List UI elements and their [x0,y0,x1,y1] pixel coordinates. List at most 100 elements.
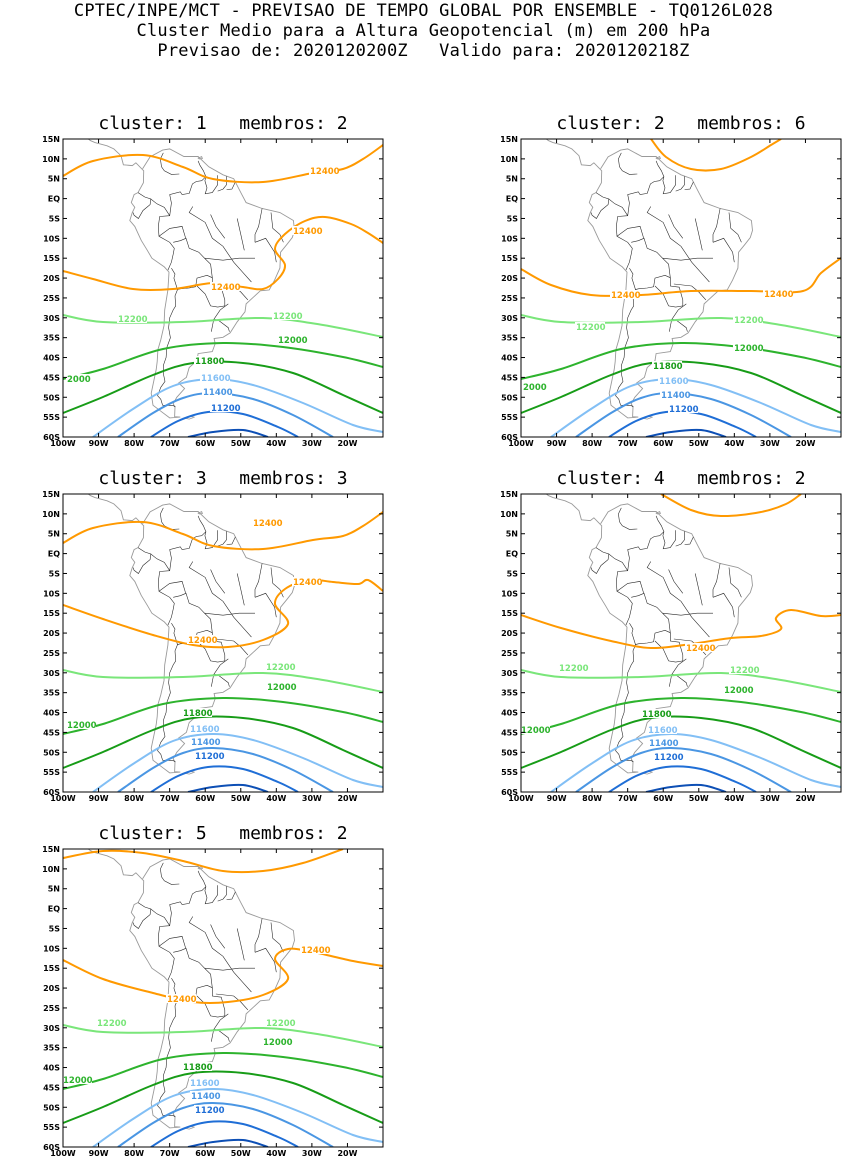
country-border [712,208,721,243]
lat-label: 10N [42,155,60,164]
country-border [684,181,694,190]
header-line-3: Previsao de: 2020120200Z Valido para: 20… [157,41,690,61]
country-border [615,644,636,763]
contour-line [521,669,841,693]
lon-label: 80W [124,439,144,448]
lat-label: 50S [501,748,518,757]
country-border [254,208,263,243]
lat-label: 10S [43,589,60,598]
contour-line [63,578,383,649]
country-border [254,592,277,618]
contour-line [608,765,757,792]
panel-title: cluster: 4 membros: 2 [556,468,806,489]
lat-label: 15N [500,135,518,144]
country-border [217,886,227,902]
lat-label: 25S [501,294,518,303]
contour-label: 11400 [203,388,233,398]
lat-label: 15S [43,609,60,618]
country-border [132,192,152,219]
lat-label: 25S [43,1004,60,1013]
panel-title: cluster: 3 membros: 3 [98,468,348,489]
coastline [545,494,753,774]
country-border [132,547,152,574]
contour-label: 2000 [67,375,91,385]
lat-label: 45S [43,1083,60,1092]
contour-line [645,428,727,437]
lat-label: 35S [43,1044,60,1053]
lat-label: 15S [501,609,518,618]
contour-label: 11600 [190,1079,220,1089]
contour-label: 11200 [654,753,684,763]
contour-line [63,341,383,380]
lon-label: 60W [195,1149,215,1157]
lat-label: 15N [42,135,60,144]
contour-label: 11400 [649,739,679,749]
lon-label: 90W [547,794,567,803]
lon-label: 80W [582,794,602,803]
lon-label: 20W [795,794,815,803]
country-border [608,198,628,216]
contour-label: 12000 [263,1038,293,1048]
contour-line [521,696,841,735]
lat-label: 45S [43,373,60,382]
country-border [158,936,186,949]
lat-label: 25S [501,649,518,658]
country-border [270,567,284,598]
lon-label: 60W [653,794,673,803]
contour-label: 11800 [653,362,683,372]
contour-label: 12200 [734,316,764,326]
map-frame [520,493,842,793]
lat-label: 30S [43,1024,60,1033]
lon-label: 100W [508,794,534,803]
lat-label: 40S [43,1064,60,1073]
contour-label: 11400 [191,1092,221,1102]
country-border [157,289,178,408]
contour-line [63,1051,383,1090]
contour-label: 11600 [201,374,231,384]
lat-label: 5S [507,214,519,223]
country-border [236,928,245,961]
country-border [196,987,226,1018]
lat-label: EQ [506,550,518,559]
lat-label: 50S [43,748,60,757]
lon-label: 30W [760,439,780,448]
lat-label: 60S [501,788,518,797]
country-border [662,612,713,616]
panel-title: cluster: 2 membros: 6 [556,113,806,134]
country-border [150,908,170,926]
lon-label: 70W [160,1149,180,1157]
country-border [668,569,684,594]
country-border [215,638,249,656]
country-border [150,198,170,216]
contour-line [63,314,383,338]
country-border [654,277,684,308]
contour-label: 12200 [266,1019,296,1029]
lat-label: 10S [501,234,518,243]
lat-label: 50S [501,393,518,402]
country-border [616,581,644,594]
contour-label: 11800 [642,710,672,720]
contour-label: 12200 [97,1019,127,1029]
contour-label: 12400 [293,227,323,237]
lat-label: 45S [501,728,518,737]
lat-label: 30S [43,314,60,323]
lon-label: 40W [266,439,286,448]
country-border [615,160,665,271]
map-frame [62,848,384,1148]
contour-label: 11600 [648,726,678,736]
lon-label: 20W [337,1149,357,1157]
country-border [210,569,226,594]
country-border [684,536,694,545]
coastline [87,139,295,419]
lat-label: 40S [501,709,518,718]
contour-label: 11200 [669,405,699,415]
contour-line [63,511,383,551]
country-border [150,553,170,571]
country-border [254,918,263,953]
lon-label: 50W [231,794,251,803]
country-border [215,993,249,1011]
island [197,865,203,870]
contour-line [645,783,727,792]
country-border [590,192,610,219]
lat-label: 5N [48,530,60,539]
